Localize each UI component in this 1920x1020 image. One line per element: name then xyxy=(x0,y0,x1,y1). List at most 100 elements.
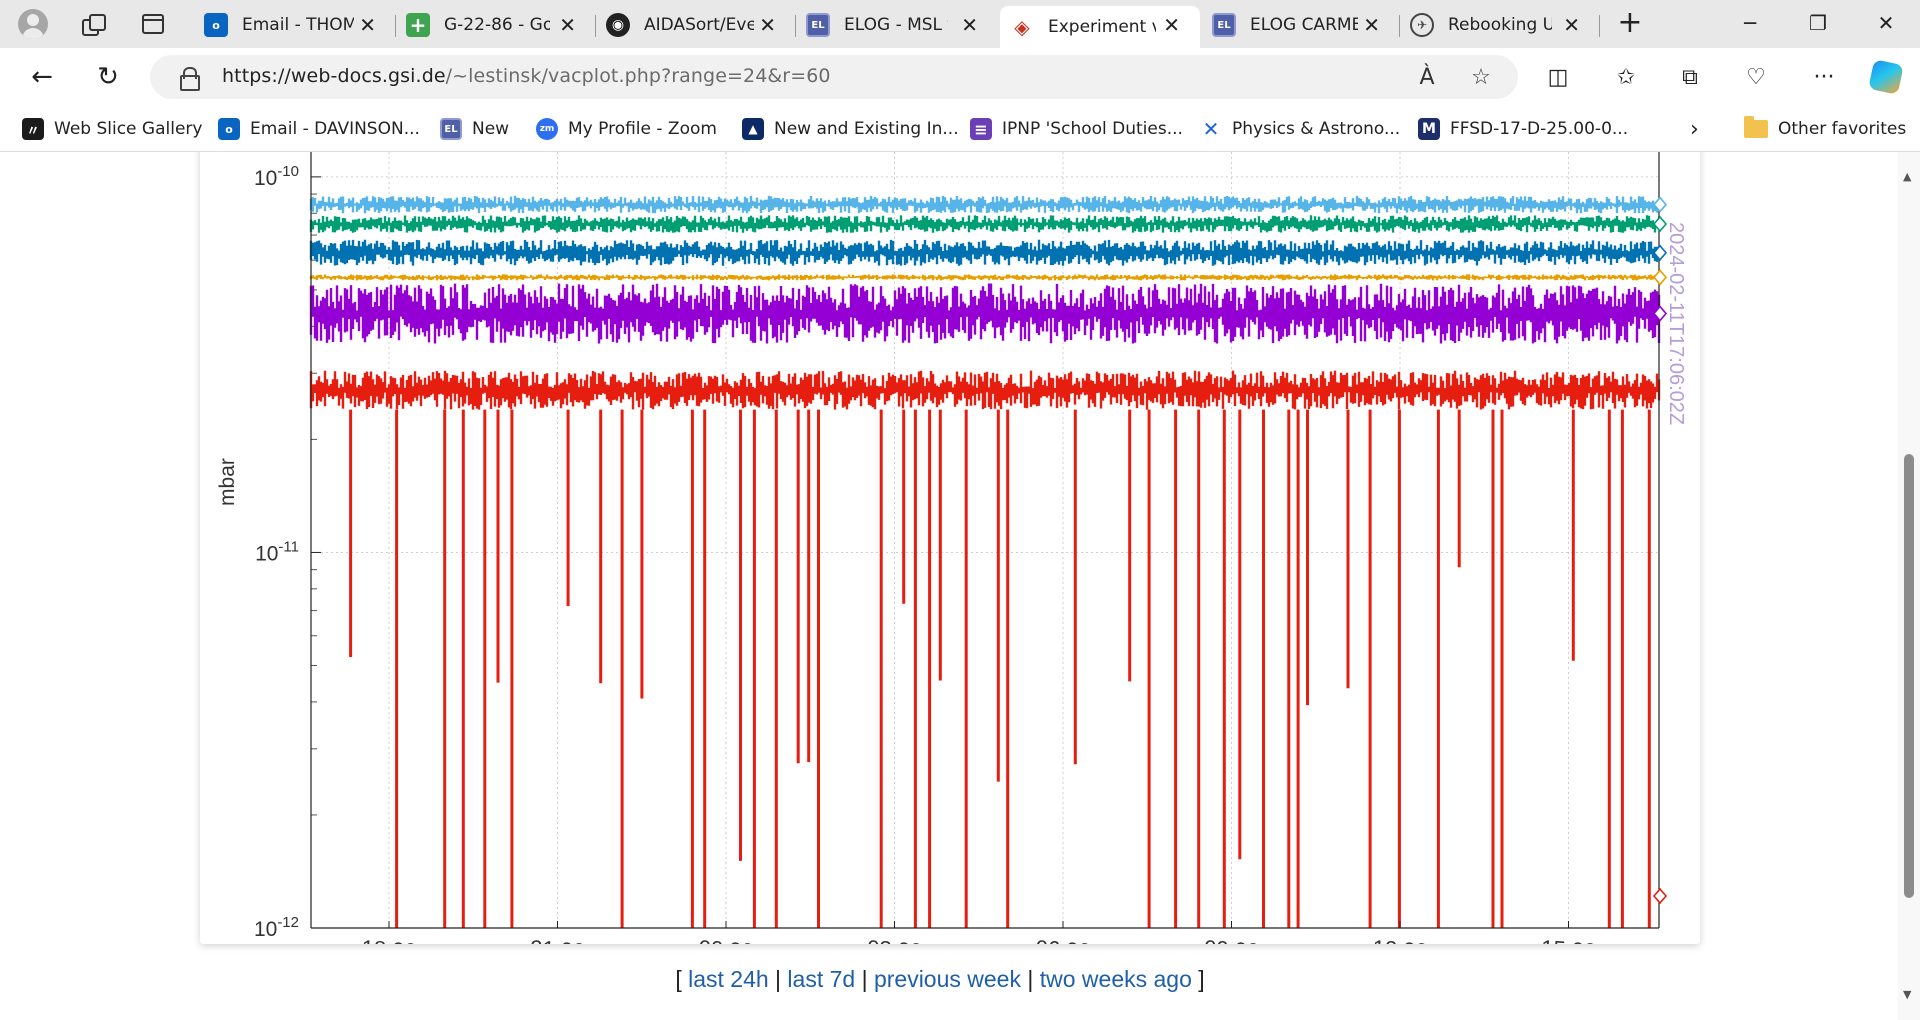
split-screen-icon: ◫ xyxy=(1547,64,1569,90)
favorite-ipnp[interactable]: IPNP 'School Duties... xyxy=(970,116,1183,142)
collections-icon: ⧉ xyxy=(1682,64,1698,90)
link-last-7d[interactable]: last 7d xyxy=(787,966,856,992)
favorite-label: New xyxy=(472,119,510,139)
copilot-icon xyxy=(1868,59,1904,95)
address-url[interactable]: https://web-docs.gsi.de/~lestinsk/vacplo… xyxy=(222,65,831,87)
tab-title: ELOG CARME xyxy=(1250,15,1358,35)
link-separator: | xyxy=(861,966,868,992)
favorite-new[interactable]: New xyxy=(440,116,509,142)
url-host: https://web-docs.gsi.de xyxy=(222,65,446,87)
series-end-marker xyxy=(1652,305,1668,322)
range-nav: [ last 24h | last 7d | previous week | t… xyxy=(0,966,1880,993)
refresh-icon: ↻ xyxy=(97,62,119,92)
x-tick-label: 18:00 xyxy=(361,935,418,944)
page-scrollbar[interactable]: ▲ ▼ xyxy=(1898,152,1920,1020)
split-screen-button[interactable]: ◫ xyxy=(1538,58,1578,96)
github-icon xyxy=(606,13,630,37)
favorites-bar: Web Slice Gallery Email - DAVINSON... Ne… xyxy=(0,106,1920,152)
favorite-email-davinson[interactable]: Email - DAVINSON... xyxy=(218,116,420,142)
series-end-marker xyxy=(1652,887,1668,905)
browser-essentials-button[interactable]: ♡ xyxy=(1736,58,1776,96)
settings-more-button[interactable]: ··· xyxy=(1804,58,1844,96)
series-end-marker xyxy=(1652,215,1668,233)
tab-close-icon[interactable]: ✕ xyxy=(1363,13,1380,37)
tab-close-icon[interactable]: ✕ xyxy=(759,13,776,37)
favorite-web-slice-gallery[interactable]: Web Slice Gallery xyxy=(22,116,202,142)
tab-close-icon[interactable]: ✕ xyxy=(359,13,376,37)
favorite-new-existing[interactable]: New and Existing In... xyxy=(742,116,959,142)
x-tick-label: 00:00 xyxy=(698,935,755,944)
tab-title: Rebooking U xyxy=(1448,15,1552,35)
tab-aidasort[interactable]: AIDASort/Eve ✕ xyxy=(596,6,796,44)
tab-elog-carme[interactable]: ELOG CARME ✕ xyxy=(1202,6,1400,44)
tab-g-22-86[interactable]: G-22-86 - Go ✕ xyxy=(396,6,596,44)
link-previous-week[interactable]: previous week xyxy=(873,966,1021,992)
scrollbar-thumb[interactable] xyxy=(1904,454,1914,898)
tab-close-icon[interactable]: ✕ xyxy=(1163,13,1180,37)
page-content: 18:00 21:00 00:00 03:00 06:00 09:00 12:00 15:00… xyxy=(0,152,1920,1020)
lock-icon[interactable] xyxy=(180,67,200,91)
tab-close-icon[interactable]: ✕ xyxy=(961,13,978,37)
x-tick-label: 15:00 xyxy=(1540,935,1597,944)
workspaces-button[interactable] xyxy=(72,6,114,42)
folder-icon xyxy=(1744,116,1768,138)
favorites-button[interactable]: ✩ xyxy=(1606,58,1646,96)
bracket-open: [ xyxy=(675,966,682,992)
collections-button[interactable]: ⧉ xyxy=(1670,58,1710,96)
confluence-icon xyxy=(1200,118,1222,140)
tab-title: Experiment v xyxy=(1048,17,1156,37)
tab-experiment[interactable]: Experiment v ✕ xyxy=(1000,6,1200,48)
refresh-button[interactable]: ↻ xyxy=(86,56,130,98)
x-tick-label: 12:00 xyxy=(1372,935,1429,944)
copilot-button[interactable] xyxy=(1866,58,1906,96)
y-tick-label: 10-12 xyxy=(254,914,299,941)
heart-pulse-icon: ♡ xyxy=(1746,64,1766,90)
y-tick-label: 10-10 xyxy=(254,163,299,190)
tab-title: Email - THOM xyxy=(242,15,354,35)
restore-button[interactable]: ❐ xyxy=(1809,11,1827,35)
y-axis-label: mbar xyxy=(216,458,239,506)
scroll-up-icon[interactable]: ▲ xyxy=(1903,170,1912,183)
read-aloud-icon[interactable]: À xyxy=(1419,65,1435,90)
elog-icon xyxy=(806,13,830,37)
rebooking-icon xyxy=(1410,13,1434,37)
tab-close-icon[interactable]: ✕ xyxy=(1563,13,1580,37)
address-bar[interactable]: https://web-docs.gsi.de/~lestinsk/vacplo… xyxy=(150,55,1518,99)
tab-close-icon[interactable]: ✕ xyxy=(559,13,576,37)
tab-rebooking[interactable]: Rebooking U ✕ xyxy=(1400,6,1600,44)
elog-icon xyxy=(440,118,462,140)
link-separator: | xyxy=(775,966,782,992)
favorite-label: My Profile - Zoom xyxy=(568,119,717,139)
favorite-label: Other favorites xyxy=(1778,119,1907,139)
outlook-icon xyxy=(204,13,228,37)
vertical-tabs-button[interactable] xyxy=(132,6,174,42)
scroll-down-icon[interactable]: ▼ xyxy=(1903,988,1912,1001)
y-tick-label: 10-11 xyxy=(255,538,299,565)
more-favorites-chevron-icon[interactable]: › xyxy=(1690,116,1699,142)
favorite-label: Email - DAVINSON... xyxy=(250,119,420,139)
other-favorites-folder[interactable]: Other favorites xyxy=(1744,116,1906,142)
profile-button[interactable] xyxy=(12,6,54,42)
link-two-weeks-ago[interactable]: two weeks ago xyxy=(1039,966,1192,992)
link-last-24h[interactable]: last 24h xyxy=(688,966,769,992)
minimize-button[interactable]: ─ xyxy=(1743,11,1757,35)
favorite-label: New and Existing In... xyxy=(774,119,959,139)
plot-card: 18:00 21:00 00:00 03:00 06:00 09:00 12:00 15:00… xyxy=(200,152,1700,944)
new-tab-button[interactable]: + xyxy=(1617,5,1643,40)
favorite-label: Web Slice Gallery xyxy=(54,119,203,139)
series-dropouts xyxy=(349,409,1651,928)
favorite-physics-astronomy[interactable]: Physics & Astrono... xyxy=(1200,116,1400,142)
tab-elog-msl[interactable]: ELOG - MSL f ✕ xyxy=(796,6,998,44)
close-window-button[interactable]: ✕ xyxy=(1877,11,1895,35)
favorite-zoom-profile[interactable]: My Profile - Zoom xyxy=(536,116,717,142)
back-button[interactable]: ← xyxy=(20,56,64,98)
tab-title: ELOG - MSL f xyxy=(844,15,948,35)
favorite-ffsd[interactable]: FFSD-17-D-25.00-0... xyxy=(1418,116,1628,142)
tab-email-thom[interactable]: Email - THOM ✕ xyxy=(194,6,396,44)
x-tick-label: 03:00 xyxy=(866,935,923,944)
x-tick-label: 06:00 xyxy=(1035,935,1092,944)
x-tick-label: 21:00 xyxy=(529,935,586,944)
favorite-label: FFSD-17-D-25.00-0... xyxy=(1450,119,1629,139)
tab-title: AIDASort/Eve xyxy=(644,15,754,35)
favorite-star-icon[interactable]: ☆ xyxy=(1471,65,1491,90)
